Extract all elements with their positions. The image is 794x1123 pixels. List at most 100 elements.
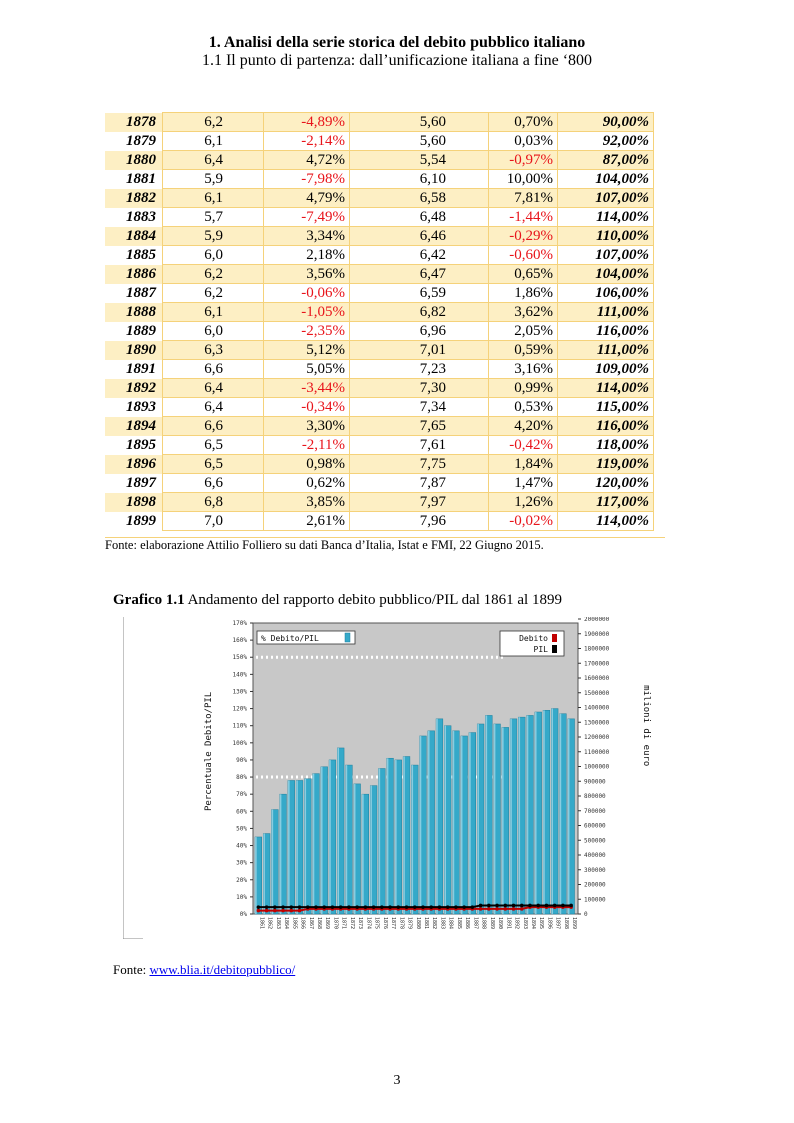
- y-tick-label: 40%: [236, 843, 247, 850]
- debito-line-point: [264, 908, 269, 913]
- pil-line-point: [470, 905, 475, 909]
- table-cell: 0,98%: [263, 454, 350, 474]
- y2-axis-label: milioni di euro: [641, 685, 651, 766]
- pil-line-point: [330, 905, 335, 909]
- y2-tick-label: 600000: [584, 823, 606, 830]
- y-tick-label: 130%: [233, 688, 248, 695]
- bar-highlight: [543, 710, 545, 914]
- table-cell: 3,56%: [263, 264, 350, 284]
- y-tick-label: 140%: [233, 671, 248, 678]
- bar-highlight: [370, 785, 372, 914]
- x-tick-label: 1863: [275, 917, 281, 929]
- pil-line-point: [322, 905, 327, 909]
- bar-highlight: [255, 836, 257, 914]
- y-axis-label: Percentuale Debito/PIL: [204, 692, 214, 811]
- table-cell: 106,00%: [557, 283, 654, 303]
- year-cell: 1879: [126, 133, 156, 149]
- bar-highlight: [403, 756, 405, 914]
- table-row: 1888 6,1 -1,05% 6,82 3,62% 111,00%: [105, 302, 654, 322]
- figure-caption-text: Andamento del rapporto debito pubblico/P…: [187, 592, 562, 608]
- y-tick-label: 170%: [233, 620, 248, 627]
- bar-highlight: [510, 718, 512, 914]
- figure-source-link[interactable]: www.blia.it/debitopubblico/: [149, 962, 296, 977]
- bar-highlight: [501, 727, 504, 914]
- table-cell: 114,00%: [557, 378, 654, 398]
- table-row: 1878 6,2 -4,89% 5,60 0,70% 90,00%: [105, 112, 654, 132]
- bar-highlight: [271, 809, 274, 914]
- pil-line-point: [495, 903, 499, 908]
- pil-line-point: [445, 905, 450, 909]
- table-cell: 90,00%: [557, 112, 654, 132]
- y2-tick-label: 400000: [584, 852, 606, 859]
- table-cell: 6,47: [349, 264, 489, 284]
- table-row: 1879 6,1 -2,14% 5,60 0,03% 92,00%: [105, 131, 654, 151]
- table-cell: 0,59%: [488, 340, 558, 360]
- table-cell: 92,00%: [557, 131, 654, 151]
- x-tick-label: 1865: [291, 917, 297, 929]
- table-cell: 6,46: [349, 226, 489, 246]
- table-cell: 6,6: [162, 473, 264, 493]
- table-row: 1896 6,5 0,98% 7,75 1,84% 119,00%: [105, 454, 654, 474]
- table-cell: -2,11%: [263, 435, 350, 455]
- x-tick-label: 1896: [546, 917, 552, 929]
- y-tick-label: 150%: [233, 654, 248, 661]
- table-cell: 6,10: [349, 169, 489, 189]
- year-cell: 1892: [105, 378, 163, 398]
- x-tick-label: 1883: [439, 917, 445, 929]
- table-cell: 2,18%: [263, 245, 350, 265]
- y2-tick-label: 1700000: [584, 660, 610, 667]
- table-cell: 116,00%: [557, 321, 654, 341]
- table-cell: 7,97: [349, 492, 489, 512]
- x-tick-label: 1884: [448, 917, 454, 929]
- year-cell: 1890: [105, 340, 163, 360]
- table-cell: 7,87: [349, 473, 489, 493]
- y2-tick-label: 100000: [584, 896, 606, 903]
- pil-line-point: [297, 905, 302, 909]
- y-tick-label: 100%: [233, 740, 248, 747]
- year-cell: 1885: [126, 247, 156, 263]
- pil-line-point: [536, 903, 541, 908]
- pil-line-point: [281, 905, 285, 909]
- x-tick-label: 1876: [382, 917, 388, 929]
- pil-line-point: [256, 905, 261, 909]
- debt-chart: 0% 10% 20% 30% 40% 50% 60% 70% 80% 90% 100% 110% 120…: [122, 616, 653, 940]
- table-row: 1889 6,0 -2,35% 6,96 2,05% 116,00%: [105, 321, 654, 341]
- x-tick-label: 1897: [555, 917, 561, 929]
- table-row: 1894 6,6 3,30% 7,65 4,20% 116,00%: [105, 416, 654, 436]
- x-tick-label: 1893: [522, 917, 528, 929]
- year-cell: 1899: [126, 513, 156, 529]
- bar-highlight: [312, 773, 315, 914]
- table-cell: 111,00%: [557, 302, 654, 322]
- bar-highlight: [287, 780, 290, 914]
- table-cell: 116,00%: [557, 416, 654, 436]
- y-tick-label: 50%: [236, 825, 247, 832]
- table-row: 1881 5,9 -7,98% 6,10 10,00% 104,00%: [105, 169, 654, 189]
- pil-line-point: [355, 905, 359, 909]
- table-cell: 6,82: [349, 302, 489, 322]
- debito-line-point: [519, 907, 524, 911]
- x-tick-label: 1890: [497, 917, 503, 929]
- bar-highlight: [534, 712, 537, 914]
- figure-label: Grafico 1.1: [113, 592, 185, 608]
- y2-tick-label: 1900000: [584, 631, 610, 638]
- table-cell: 104,00%: [557, 264, 654, 284]
- table-cell: 7,34: [349, 397, 489, 417]
- bar-highlight: [485, 715, 488, 914]
- x-tick-label: 1899: [571, 917, 577, 929]
- pil-line-point: [511, 903, 516, 908]
- pil-line-point: [519, 903, 524, 908]
- y2-tick-label: 1500000: [584, 690, 610, 697]
- table-cell: 6,4: [162, 150, 264, 170]
- table-cell: 3,85%: [263, 492, 350, 512]
- table-cell: -2,14%: [263, 131, 350, 151]
- bar-highlight: [296, 780, 298, 914]
- x-tick-label: 1878: [398, 917, 404, 929]
- table-cell: 6,5: [162, 454, 264, 474]
- table-row: 1890 6,3 5,12% 7,01 0,59% 111,00%: [105, 340, 654, 360]
- table-cell: 4,79%: [263, 188, 350, 208]
- bar-highlight: [493, 723, 496, 914]
- y2-tick-label: 700000: [584, 808, 606, 815]
- table-cell: 6,4: [162, 378, 264, 398]
- table-row: 1885 6,0 2,18% 6,42 -0,60% 107,00%: [105, 245, 654, 265]
- year-cell: 1888: [105, 302, 163, 322]
